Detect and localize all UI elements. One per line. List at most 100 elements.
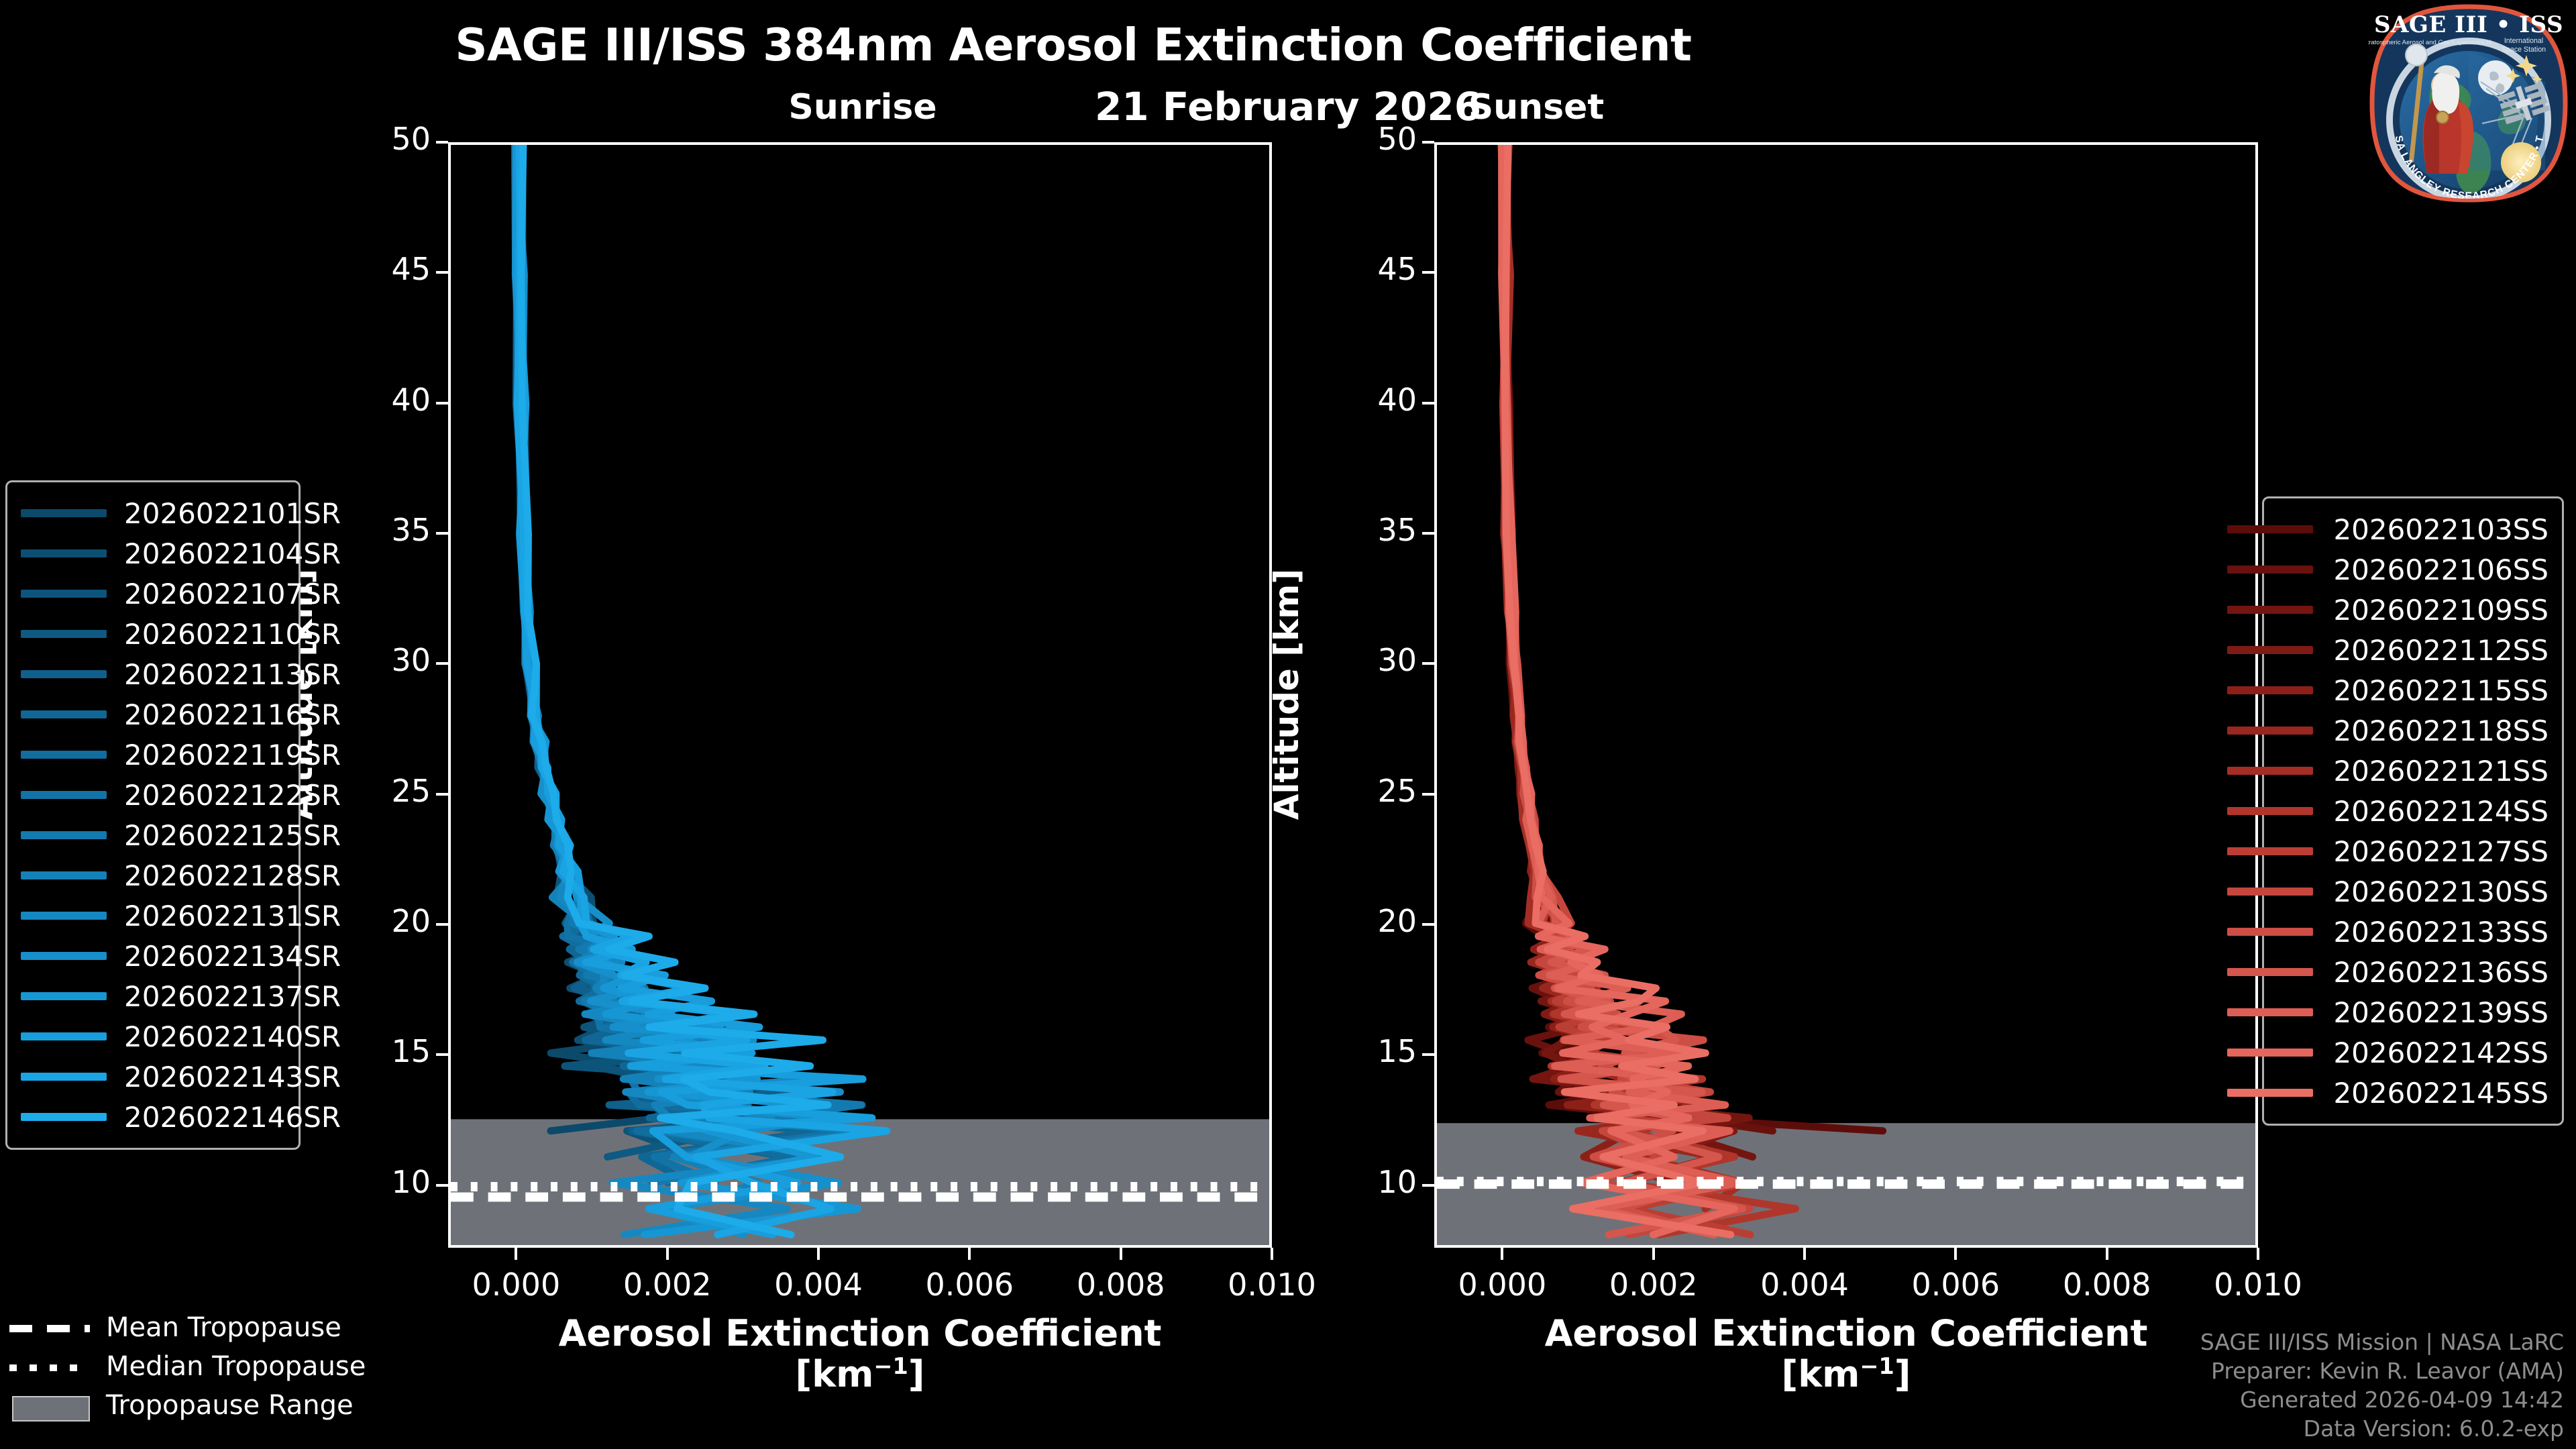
legend-color-swatch [21, 871, 107, 879]
legend-event-label: 2026022109SS [2333, 593, 2548, 627]
legend-sunset-item[interactable]: 2026022139SS [2227, 992, 2548, 1032]
x-axis-title-sunrise: Aerosol Extinction Coefficient [km−1] [448, 1313, 1272, 1395]
legend-sunset-item[interactable]: 2026022124SS [2227, 791, 2548, 831]
legend-sunset-item[interactable]: 2026022118SS [2227, 710, 2548, 751]
x-axis-unit: [km−1] [1781, 1353, 1911, 1396]
logo-subtitle-right-1: International [2504, 37, 2543, 45]
y-tick-mark [1422, 662, 1434, 665]
y-tick-mark [436, 532, 448, 535]
legend-color-swatch [21, 590, 107, 598]
y-tick-mark [436, 401, 448, 405]
legend-event-label: 2026022122SR [124, 778, 341, 812]
legend-sunrise-item[interactable]: 2026022101SR [21, 493, 341, 533]
x-tick-mark [1271, 1248, 1273, 1260]
profile-line [513, 145, 891, 1238]
legend-sunrise-item[interactable]: 2026022107SR [21, 574, 341, 614]
profile-line [517, 145, 845, 1238]
y-tick-label: 30 [391, 642, 431, 679]
legend-color-swatch [21, 630, 107, 638]
x-tick-label: 0.006 [1911, 1267, 2000, 1303]
legend-sunset-item[interactable]: 2026022115SS [2227, 670, 2548, 710]
x-tick-label: 0.000 [472, 1267, 561, 1303]
legend-color-swatch [2227, 727, 2314, 735]
y-tick-mark [436, 792, 448, 796]
legend-label-tropopause-range: Tropopause Range [106, 1390, 354, 1421]
legend-sunset-item[interactable]: 2026022133SS [2227, 912, 2548, 952]
credit-line-preparer: Preparer: Kevin R. Leavor (AMA) [2211, 1358, 2564, 1385]
x-tick-mark [665, 1248, 669, 1260]
legend-sunset-item[interactable]: 2026022121SS [2227, 751, 2548, 791]
legend-event-label: 2026022134SR [124, 939, 341, 973]
legend-sunrise-item[interactable]: 2026022104SR [21, 533, 341, 574]
legend-sunrise-item[interactable]: 2026022125SR [21, 815, 341, 855]
legend-event-label: 2026022101SR [124, 496, 341, 530]
legend-event-label: 2026022127SS [2333, 835, 2548, 868]
legend-event-label: 2026022110SR [124, 617, 341, 651]
legend-event-label: 2026022140SR [124, 1020, 341, 1053]
y-tick-label: 10 [1377, 1163, 1417, 1200]
x-tick-mark [1954, 1248, 1957, 1260]
legend-event-label: 2026022106SS [2333, 553, 2548, 586]
legend-color-swatch [2227, 525, 2314, 533]
mission-patch-svg: BALL • NASA LANGLEY RESEARCH CENTER • TA… [2363, 4, 2568, 203]
y-axis-title-sunset: Altitude [km] [1267, 568, 1306, 820]
legend-sunset-item[interactable]: 2026022112SS [2227, 630, 2548, 670]
legend-color-swatch [21, 710, 107, 718]
x-axis-title-sunset: Aerosol Extinction Coefficient [km−1] [1434, 1313, 2258, 1395]
legend-sunrise-item[interactable]: 2026022110SR [21, 614, 341, 654]
x-tick-label: 0.004 [1760, 1267, 1849, 1303]
legend-sunrise-item[interactable]: 2026022143SR [21, 1057, 341, 1097]
legend-sunrise-item[interactable]: 2026022140SR [21, 1016, 341, 1057]
dashed-line-icon [9, 1319, 90, 1336]
x-tick-label: 0.002 [1609, 1267, 1698, 1303]
legend-color-swatch [2227, 767, 2314, 775]
legend-sunset[interactable]: 2026022103SS 2026022106SS 2026022109SS 2026… [2227, 496, 2564, 1126]
legend-event-label: 2026022107SR [124, 577, 341, 610]
legend-sunrise-item[interactable]: 2026022137SR [21, 976, 341, 1016]
legend-sunrise-item[interactable]: 2026022119SR [21, 735, 341, 775]
legend-item-tropopause-range: Tropopause Range [9, 1386, 385, 1425]
legend-sunrise[interactable]: 2026022101SR 2026022104SR 2026022107SR 2026… [5, 480, 341, 1150]
y-tick-label: 30 [1377, 642, 1417, 679]
legend-sunrise-item[interactable]: 2026022128SR [21, 855, 341, 896]
legend-sunset-item[interactable]: 2026022103SS [2227, 509, 2548, 549]
y-tick-mark [1422, 401, 1434, 405]
x-tick-label: 0.002 [623, 1267, 712, 1303]
legend-sunrise-item[interactable]: 2026022113SR [21, 654, 341, 694]
legend-sunrise-item[interactable]: 2026022122SR [21, 775, 341, 815]
legend-sunrise-item[interactable]: 2026022134SR [21, 936, 341, 976]
legend-item-median-tropopause: Median Tropopause [9, 1347, 385, 1386]
y-tick-mark [436, 1183, 448, 1187]
x-tick-label: 0.004 [774, 1267, 863, 1303]
legend-sunset-item[interactable]: 2026022106SS [2227, 549, 2548, 590]
legend-event-label: 2026022115SS [2333, 674, 2548, 707]
legend-sunrise-item[interactable]: 2026022146SR [21, 1097, 341, 1137]
legend-sunset-item[interactable]: 2026022109SS [2227, 590, 2548, 630]
y-tick-mark [1422, 792, 1434, 796]
legend-event-label: 2026022125SR [124, 818, 341, 852]
legend-sunset-item[interactable]: 2026022127SS [2227, 831, 2548, 871]
legend-sunrise-item[interactable]: 2026022131SR [21, 896, 341, 936]
y-tick-label: 15 [391, 1033, 431, 1070]
legend-label-mean-tropopause: Mean Tropopause [106, 1312, 341, 1343]
credits-block: SAGE III/ISS Mission | NASA LaRC Prepare… [2200, 1328, 2564, 1444]
legend-sunset-item[interactable]: 2026022145SS [2227, 1073, 2548, 1113]
legend-sunset-item[interactable]: 2026022136SS [2227, 952, 2548, 992]
legend-event-label: 2026022128SR [124, 859, 341, 892]
legend-color-swatch [21, 952, 107, 960]
legend-sunset-item[interactable]: 2026022130SS [2227, 871, 2548, 912]
legend-color-swatch [2227, 847, 2314, 855]
legend-sunset-item[interactable]: 2026022142SS [2227, 1032, 2548, 1073]
y-tick-label: 35 [1377, 512, 1417, 549]
legend-color-swatch [21, 751, 107, 759]
logo-subtitle-right-2: Space Station [2502, 46, 2546, 54]
plot-panel-sunrise [448, 142, 1272, 1248]
dotted-line-icon [9, 1358, 90, 1375]
legend-label-median-tropopause: Median Tropopause [106, 1351, 366, 1382]
legend-sunrise-item[interactable]: 2026022116SR [21, 694, 341, 735]
legend-color-swatch [2227, 1008, 2314, 1016]
credit-line-generated: Generated 2026-04-09 14:42 [2240, 1387, 2564, 1413]
legend-event-label: 2026022143SR [124, 1060, 341, 1093]
legend-color-swatch [21, 912, 107, 920]
y-tick-mark [436, 923, 448, 926]
